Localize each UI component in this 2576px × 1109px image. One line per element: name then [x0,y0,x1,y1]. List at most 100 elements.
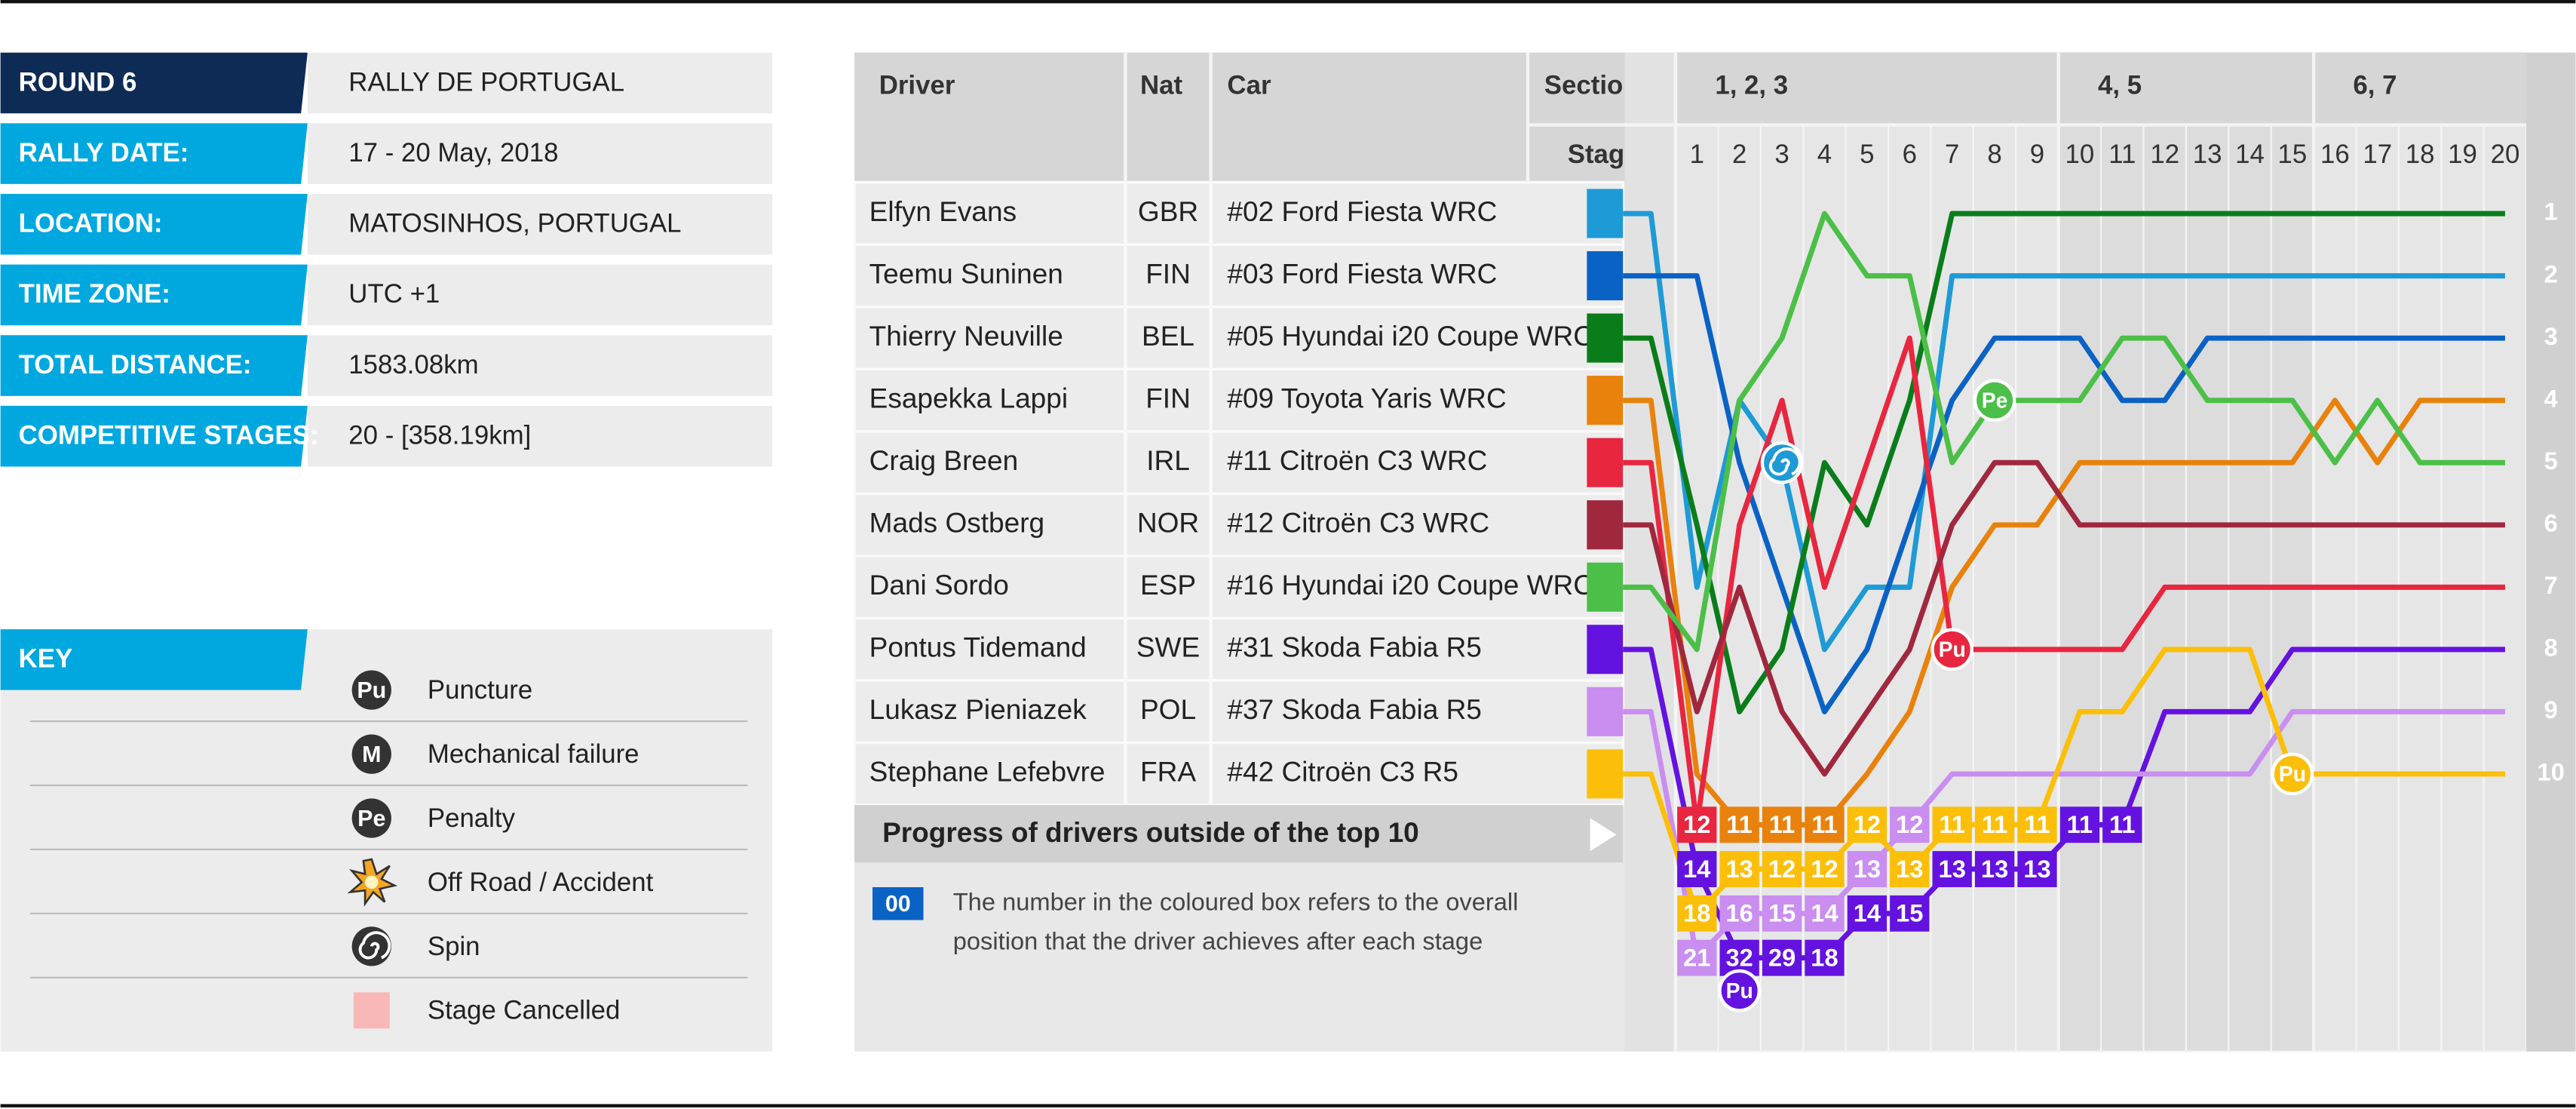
event-text: Pu [2279,762,2306,786]
position-box [1847,806,1888,843]
position-box-label: 11 [2109,810,2136,838]
stage-label: 2 [1732,140,1746,169]
start-column [1624,52,1674,1052]
icon-disc [351,798,391,838]
driver-name: Esapekka Lappi [869,382,1068,413]
key-header [0,629,308,690]
stage-column [2015,51,2059,1052]
key-label: Mechanical failure [428,739,639,769]
position-box-label: 29 [1768,943,1796,971]
position-line [1623,459,2505,777]
driver-row [853,181,1624,246]
position-box-label: 11 [2024,810,2050,838]
info-label-box [0,405,308,467]
info-label: COMPETITIVE STAGES: [19,420,319,450]
position-box [1762,851,1802,887]
driver-car: #03 Ford Fiesta WRC [1227,257,1497,289]
driver-nat: FRA [1140,756,1196,788]
driver-nat: GBR [1138,195,1198,227]
info-value: UTC +1 [348,279,440,309]
position-box [1677,851,1717,887]
info-value-box [307,123,773,184]
stage-label: 13 [2193,140,2222,169]
driver-name: Elfyn Evans [869,195,1017,227]
driver-name: Lukasz Pieniazek [869,693,1087,725]
driver-color [1587,500,1624,550]
final-position: 5 [2544,447,2558,475]
key-label: Puncture [428,675,532,705]
section-label: 6, 7 [2353,71,2397,100]
position-box-label: 21 [1683,943,1710,971]
position-box [1932,806,1972,843]
stage-label: 16 [2320,140,2350,169]
section-label: 4, 5 [2098,71,2142,100]
position-line [1623,647,2505,961]
event-disc [1930,628,1974,671]
key-label: Off Road / Accident [428,868,654,897]
icon-text: Pu [357,677,386,703]
position-line [1623,210,2505,653]
position-box [2017,851,2057,887]
icon-text: Pe [357,806,385,831]
driver-car: #05 Hyundai i20 Coupe WRC [1227,320,1593,352]
position-box-label: 13 [1939,855,1966,883]
driver-name: Thierry Neuville [869,320,1063,352]
info-label: RALLY DATE: [19,138,189,167]
final-position: 2 [2544,260,2558,287]
driver-row [853,430,1624,496]
driver-name: Pontus Tidemand [869,631,1087,663]
icon-text: M [362,742,381,767]
position-box [1974,851,2015,887]
position-box [2059,806,2100,843]
driver-color [1587,749,1624,799]
position-box-label: 11 [2067,810,2093,838]
key-label: Spin [428,932,480,961]
note-box [872,887,924,920]
position-box [1890,806,1930,843]
stage-label: 3 [1774,140,1789,169]
event-icon: Pu [2271,752,2314,796]
stage-column [2397,51,2443,1052]
driver-row [853,616,1624,682]
position-box [1762,895,1802,932]
stage-column [2057,51,2102,1052]
position-box [1677,939,1717,976]
info-label: ROUND 6 [19,67,137,97]
key-label: Penalty [428,803,516,833]
stage-label: 10 [2065,140,2095,169]
position-box-label: 15 [1768,899,1796,927]
final-position: 8 [2544,634,2558,662]
key-label: Stage Cancelled [428,996,621,1025]
stage-column [2482,51,2528,1052]
position-line [1623,210,2505,653]
event-disc [2271,752,2314,796]
right-column [2526,52,2576,1052]
position-box-label: 12 [1768,855,1796,883]
stage-column [2440,51,2485,1052]
key-title: KEY [19,644,73,674]
driver-name: Stephane Lefebvre [869,756,1106,788]
position-box-label: 12 [1896,810,1923,838]
driver-color [1587,376,1624,425]
position-line [1623,273,2505,714]
icon-cancelled [353,992,390,1029]
stage-column [2142,51,2188,1052]
stage-column [2313,51,2357,1052]
info-value-box [307,52,773,114]
position-box [2102,806,2142,843]
final-position: 1 [2544,198,2558,226]
driver-color [1587,438,1624,487]
driver-name: Dani Sordo [869,569,1009,601]
info-value: 1583.08km [348,350,478,379]
final-position: 4 [2544,384,2558,412]
driver-nat: FIN [1145,257,1191,289]
stage-label: 17 [2363,140,2392,169]
stage-label: 12 [2150,140,2179,169]
driver-color [1587,625,1624,674]
stage-label: 9 [2030,140,2044,169]
info-value: RALLY DE PORTUGAL [348,67,624,97]
position-box [1974,806,2015,843]
event-icon: Pe [1973,379,2016,422]
driver-row [853,367,1624,433]
info-label-box [0,123,308,184]
